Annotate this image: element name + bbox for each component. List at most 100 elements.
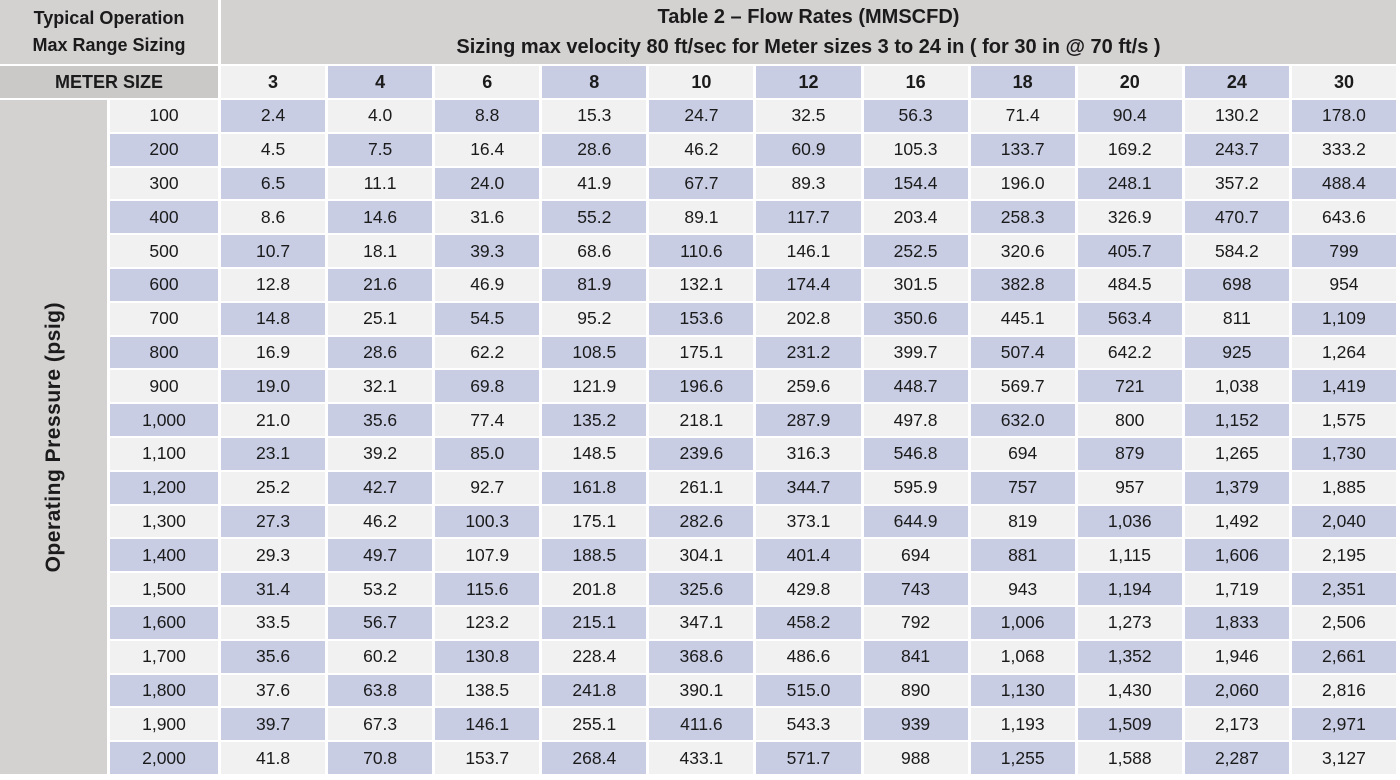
flow-cell: 694 xyxy=(863,539,968,572)
flow-cell: 1,115 xyxy=(1077,539,1182,572)
flow-cell: 241.8 xyxy=(542,674,647,707)
flow-cell: 35.6 xyxy=(221,640,326,673)
flow-cell: 429.8 xyxy=(756,573,861,605)
flow-cell: 2,661 xyxy=(1291,640,1396,673)
pressure-cell: 1,700 xyxy=(110,640,218,673)
flow-cell: 2,195 xyxy=(1291,539,1396,572)
flow-cell: 287.9 xyxy=(756,404,861,436)
flow-cell: 46.9 xyxy=(435,268,540,301)
flow-cell: 31.6 xyxy=(435,201,540,234)
flow-cell: 14.6 xyxy=(328,201,433,234)
flow-cell: 433.1 xyxy=(649,742,754,774)
flow-cell: 943 xyxy=(970,573,1075,605)
flow-cell: 202.8 xyxy=(756,302,861,335)
flow-cell: 507.4 xyxy=(970,336,1075,369)
pressure-cell: 400 xyxy=(110,201,218,234)
flow-cell: 146.1 xyxy=(756,235,861,267)
flow-cell: 132.1 xyxy=(649,268,754,301)
flow-cell: 1,379 xyxy=(1184,471,1289,504)
flow-cell: 470.7 xyxy=(1184,201,1289,234)
flow-cell: 642.2 xyxy=(1077,336,1182,369)
meter-size-header-cell: 10 xyxy=(649,66,754,98)
flow-cell: 819 xyxy=(970,505,1075,538)
flow-cell: 154.4 xyxy=(863,167,968,200)
pressure-cell: 1,200 xyxy=(110,471,218,504)
flow-cell: 41.9 xyxy=(542,167,647,200)
flow-cell: 62.2 xyxy=(435,336,540,369)
flow-cell: 320.6 xyxy=(970,235,1075,267)
flow-cell: 2,816 xyxy=(1291,674,1396,707)
flow-cell: 8.8 xyxy=(435,100,540,132)
flow-cell: 105.3 xyxy=(863,133,968,166)
meter-size-header-cell: 20 xyxy=(1077,66,1182,98)
flow-cell: 4.0 xyxy=(328,100,433,132)
flow-cell: 35.6 xyxy=(328,404,433,436)
flow-cell: 71.4 xyxy=(970,100,1075,132)
flow-cell: 333.2 xyxy=(1291,133,1396,166)
flow-cell: 1,509 xyxy=(1077,708,1182,741)
flow-cell: 60.2 xyxy=(328,640,433,673)
flow-cell: 879 xyxy=(1077,437,1182,470)
flow-cell: 1,152 xyxy=(1184,404,1289,436)
pressure-cell: 2,000 xyxy=(110,742,218,774)
pressure-cell: 900 xyxy=(110,370,218,403)
flow-cell: 28.6 xyxy=(328,336,433,369)
flow-cell: 67.3 xyxy=(328,708,433,741)
flow-cell: 571.7 xyxy=(756,742,861,774)
flow-cell: 31.4 xyxy=(221,573,326,605)
flow-cell: 1,068 xyxy=(970,640,1075,673)
flow-cell: 4.5 xyxy=(221,133,326,166)
table-subtitle: Sizing max velocity 80 ft/sec for Meter … xyxy=(456,36,1161,58)
corner-header: Typical Operation Max Range Sizing xyxy=(0,0,218,64)
flow-cell: 24.0 xyxy=(435,167,540,200)
flow-cell: 1,606 xyxy=(1184,539,1289,572)
meter-size-header-cell: 8 xyxy=(542,66,647,98)
flow-cell: 344.7 xyxy=(756,471,861,504)
flow-cell: 56.7 xyxy=(328,606,433,639)
flow-cell: 497.8 xyxy=(863,404,968,436)
flow-cell: 6.5 xyxy=(221,167,326,200)
pressure-cell: 1,300 xyxy=(110,505,218,538)
flow-cell: 1,492 xyxy=(1184,505,1289,538)
flow-cell: 632.0 xyxy=(970,404,1075,436)
flow-cell: 301.5 xyxy=(863,268,968,301)
flow-cell: 41.8 xyxy=(221,742,326,774)
flow-cell: 28.6 xyxy=(542,133,647,166)
flow-cell: 925 xyxy=(1184,336,1289,369)
flow-cell: 67.7 xyxy=(649,167,754,200)
meter-size-header-cell: 16 xyxy=(863,66,968,98)
flow-cell: 148.5 xyxy=(542,437,647,470)
corner-header-line1: Typical Operation xyxy=(33,8,185,28)
flow-cell: 11.1 xyxy=(328,167,433,200)
flow-cell: 153.7 xyxy=(435,742,540,774)
flow-cell: 261.1 xyxy=(649,471,754,504)
flow-cell: 401.4 xyxy=(756,539,861,572)
flow-cell: 138.5 xyxy=(435,674,540,707)
meter-size-header-cell: 12 xyxy=(756,66,861,98)
flow-cell: 69.8 xyxy=(435,370,540,403)
flow-cell: 56.3 xyxy=(863,100,968,132)
flow-cell: 201.8 xyxy=(542,573,647,605)
flow-cell: 25.1 xyxy=(328,302,433,335)
flow-cell: 721 xyxy=(1077,370,1182,403)
flow-cell: 14.8 xyxy=(221,302,326,335)
flow-cell: 643.6 xyxy=(1291,201,1396,234)
flow-cell: 81.9 xyxy=(542,268,647,301)
flow-cell: 100.3 xyxy=(435,505,540,538)
flow-cell: 800 xyxy=(1077,404,1182,436)
flow-cell: 110.6 xyxy=(649,235,754,267)
flow-cell: 2,971 xyxy=(1291,708,1396,741)
flow-cell: 368.6 xyxy=(649,640,754,673)
flow-cell: 21.6 xyxy=(328,268,433,301)
flow-cell: 228.4 xyxy=(542,640,647,673)
flow-cell: 258.3 xyxy=(970,201,1075,234)
flow-cell: 25.2 xyxy=(221,471,326,504)
flow-cell: 215.1 xyxy=(542,606,647,639)
flow-cell: 373.1 xyxy=(756,505,861,538)
flow-cell: 121.9 xyxy=(542,370,647,403)
pressure-cell: 1,900 xyxy=(110,708,218,741)
flow-cell: 881 xyxy=(970,539,1075,572)
flow-cell: 60.9 xyxy=(756,133,861,166)
flow-cell: 175.1 xyxy=(649,336,754,369)
flow-cell: 53.2 xyxy=(328,573,433,605)
